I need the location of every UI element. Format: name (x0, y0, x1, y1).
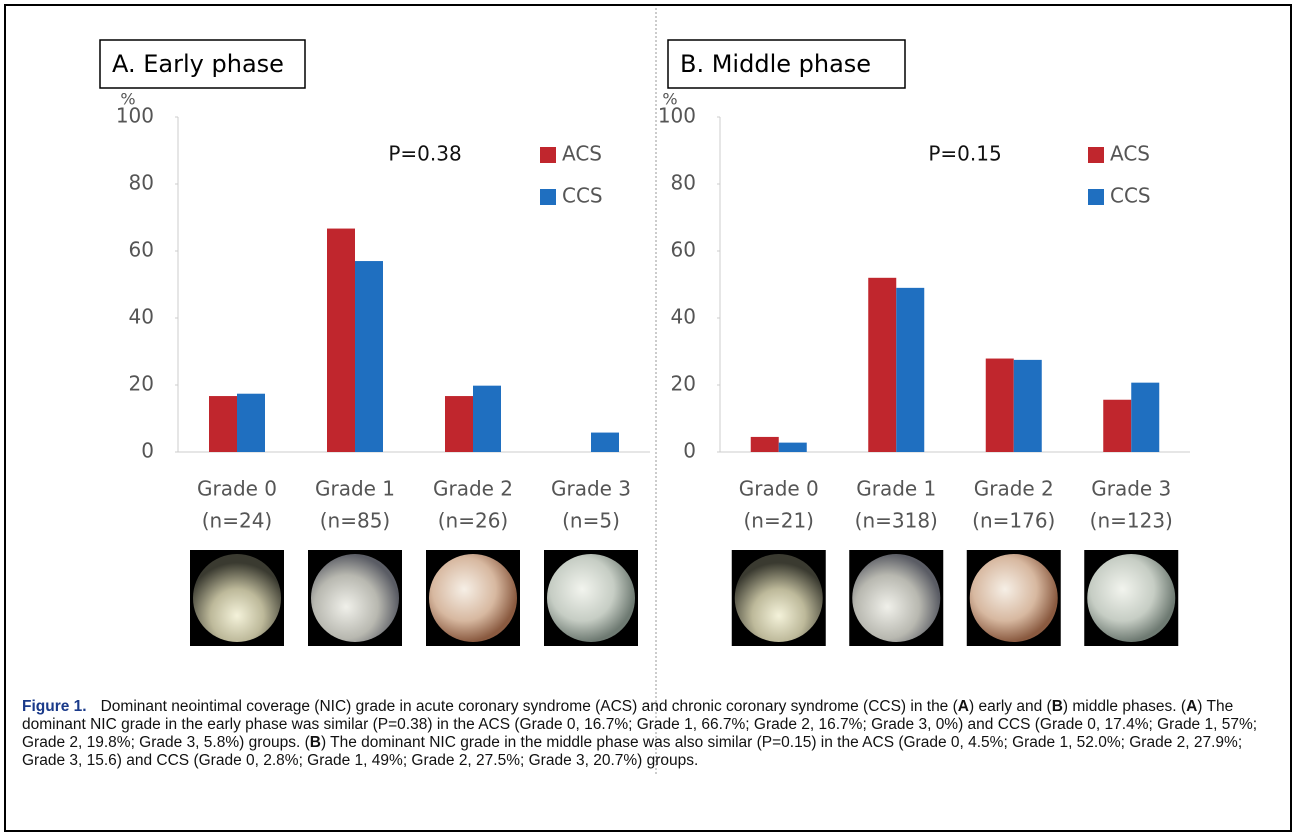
caption-label: Figure 1. (22, 698, 87, 715)
y-tick-label: 60 (129, 238, 154, 262)
annotation: P=0.15 (928, 142, 1001, 166)
bar (751, 437, 779, 452)
y-tick-label: 60 (671, 238, 696, 262)
x-tick-sublabel: (n=318) (855, 509, 938, 533)
y-tick-label: 100 (658, 104, 696, 128)
y-tick-label: 80 (129, 171, 154, 195)
y-tick-label: 100 (116, 104, 154, 128)
chart-title: B. Middle phase (680, 50, 871, 78)
y-tick-label: 40 (129, 305, 154, 329)
caption-text: B (1052, 698, 1063, 715)
caption-text: ) middle phases. ( (1063, 698, 1186, 715)
x-tick-label: Grade 2 (433, 477, 513, 501)
bar (1131, 383, 1159, 452)
legend-swatch (540, 189, 556, 205)
bar (473, 386, 501, 452)
y-tick-label: 20 (129, 372, 154, 396)
x-tick-sublabel: (n=85) (320, 509, 391, 533)
caption-text: A (1186, 698, 1197, 715)
bar (896, 288, 924, 452)
legend-label: ACS (562, 142, 602, 166)
caption: Figure 1. Dominant neointimal coverage (N… (22, 698, 1277, 770)
photo (429, 554, 517, 642)
bar (1103, 400, 1131, 452)
annotation: P=0.38 (388, 142, 461, 166)
photo (547, 554, 635, 642)
chart-title: A. Early phase (112, 50, 284, 78)
x-tick-label: Grade 0 (739, 477, 819, 501)
y-tick-label: 0 (141, 439, 154, 463)
bar (355, 261, 383, 452)
photo (311, 554, 399, 642)
legend-swatch (1088, 189, 1104, 205)
bar (1014, 360, 1042, 452)
photo (1087, 554, 1175, 642)
x-tick-label: Grade 1 (856, 477, 936, 501)
bar (986, 359, 1014, 452)
photo (193, 554, 281, 642)
x-tick-sublabel: (n=123) (1090, 509, 1173, 533)
y-tick-label: 0 (683, 439, 696, 463)
x-tick-sublabel: (n=176) (972, 509, 1055, 533)
x-tick-label: Grade 3 (551, 477, 631, 501)
x-tick-label: Grade 0 (197, 477, 277, 501)
photo (735, 554, 823, 642)
bar (327, 229, 355, 452)
caption-text: Dominant neointimal coverage (NIC) grade… (101, 698, 958, 715)
legend-swatch (540, 147, 556, 163)
legend-label: CCS (562, 184, 603, 208)
x-tick-sublabel: (n=24) (202, 509, 273, 533)
bar (591, 433, 619, 452)
x-tick-label: Grade 1 (315, 477, 395, 501)
bar (445, 396, 473, 452)
y-tick-label: 40 (671, 305, 696, 329)
y-tick-label: 80 (671, 171, 696, 195)
x-tick-label: Grade 3 (1091, 477, 1171, 501)
legend-label: CCS (1110, 184, 1151, 208)
caption-text: ) early and ( (969, 698, 1052, 715)
bar (779, 443, 807, 452)
x-tick-sublabel: (n=21) (744, 509, 815, 533)
caption-text: B (310, 734, 321, 751)
bar (868, 278, 896, 452)
y-tick-label: 20 (671, 372, 696, 396)
photo (852, 554, 940, 642)
legend-label: ACS (1110, 142, 1150, 166)
legend-swatch (1088, 147, 1104, 163)
x-tick-sublabel: (n=5) (562, 509, 620, 533)
photo (970, 554, 1058, 642)
bar (209, 396, 237, 452)
x-tick-sublabel: (n=26) (438, 509, 509, 533)
bar (237, 394, 265, 452)
x-tick-label: Grade 2 (974, 477, 1054, 501)
caption-text: A (958, 698, 969, 715)
